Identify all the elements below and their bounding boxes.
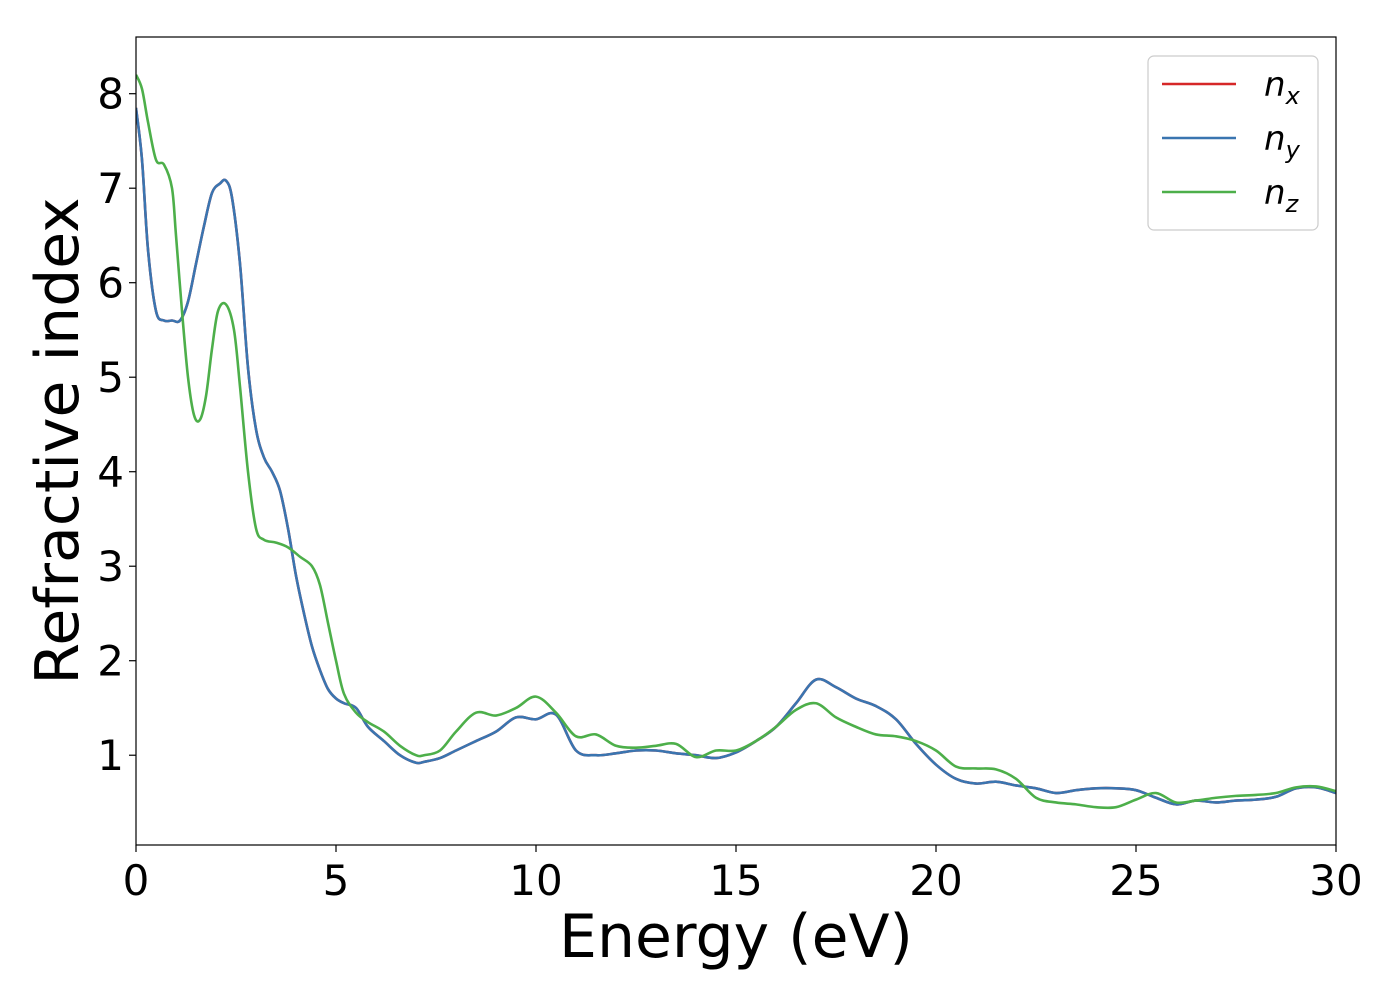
x-tick-label: 5 — [323, 856, 350, 905]
x-tick-label: 20 — [909, 856, 962, 905]
plot-area — [136, 37, 1336, 845]
legend-label-main: n — [1264, 119, 1286, 159]
series-line-n_z — [136, 74, 1336, 810]
series-line-n_y — [136, 107, 1336, 806]
x-axis-ticks: 0 5 10 15 20 25 30 — [123, 845, 1363, 905]
x-tick-label: 30 — [1309, 856, 1362, 905]
legend-label-n_y: ny — [1264, 119, 1301, 164]
legend-label-n_z: nz — [1264, 173, 1300, 218]
y-tick-label: 2 — [97, 637, 124, 686]
x-axis-title: Energy (eV) — [559, 902, 913, 972]
x-tick-label: 0 — [123, 856, 150, 905]
y-tick-label: 4 — [97, 448, 124, 497]
y-tick-label: 1 — [97, 731, 124, 780]
legend-label-sub: z — [1285, 190, 1300, 218]
series-layer — [136, 74, 1336, 810]
legend-label-main: n — [1264, 173, 1286, 213]
x-tick-label: 10 — [509, 856, 562, 905]
x-tick-label: 25 — [1109, 856, 1162, 905]
y-tick-label: 7 — [97, 164, 124, 213]
y-tick-label: 6 — [97, 259, 124, 308]
y-tick-label: 8 — [97, 70, 124, 119]
legend-label-n_x: nx — [1264, 65, 1301, 110]
legend-label-sub: y — [1285, 136, 1301, 164]
y-tick-label: 5 — [97, 353, 124, 402]
legend-box — [1147, 55, 1319, 231]
y-tick-label: 3 — [97, 542, 124, 591]
x-tick-label: 15 — [709, 856, 762, 905]
y-axis-title: Refractive index — [23, 197, 93, 684]
legend-label-sub: x — [1285, 82, 1301, 110]
y-axis-ticks: 1 2 3 4 5 6 7 8 — [97, 70, 136, 780]
legend-label-main: n — [1264, 65, 1286, 105]
